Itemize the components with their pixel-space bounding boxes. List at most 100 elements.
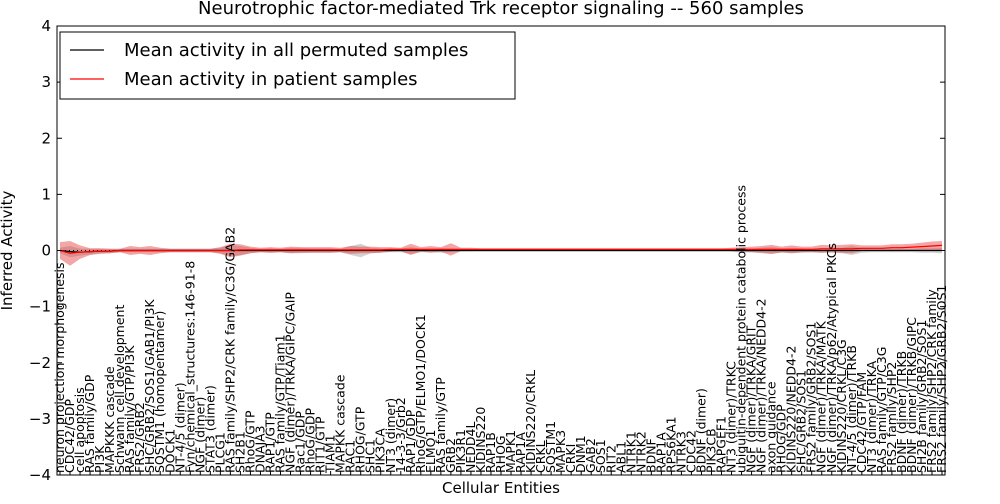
x-category-label: GRB2 [443,438,458,473]
x-category-label: CRKI [563,444,578,473]
x-category-label: DOCK1 [162,429,177,473]
x-category-label: SH2B family/GRB2/SOS1 [914,320,929,473]
x-category-label: neuron projection morphogenesis [52,262,67,473]
y-tick-label: −1 [29,298,51,316]
y-tick-label: 0 [41,242,51,260]
x-category-label: RAS family/GDP [82,374,97,473]
x-category-label: PIK3CB [704,428,719,473]
x-category-label: RHOG [493,435,508,473]
x-category-label: RAS family/GTP [433,377,448,473]
x-category-label: NT-4/5 (dimer)/TRKB [844,345,859,473]
x-category-label: NGF (dimer)/TRKA/NEDD4-2 [754,298,769,473]
x-category-label: RAP1A [513,432,528,473]
x-category-label: SOS1 [593,439,608,473]
x-category-label: RAC1 [343,440,358,473]
x-category-label: PLCG1 [212,432,227,473]
x-category-label: FRS2 family/SHP2 [884,362,899,473]
x-category-label: SH2B1 [232,431,247,473]
x-category-label: NGF (dimer)/TRKA/p62/Atypical PKCs [824,243,839,473]
legend-entry-0: Mean activity in all permuted samples [124,40,468,61]
x-category-label: NT-4/5 (dimer) [172,382,187,473]
x-category-label: PI3K [92,445,107,473]
x-category-label: RhoG/GTP [242,410,257,473]
x-category-label: CDC42/GTP/FAM [854,372,869,473]
x-category-label: NGF (dimer)/TRKA/MATK [814,320,829,473]
x-category-label: Rac1/GDP [293,411,308,473]
x-category-label: 14-3-3/Grb2 [393,397,408,473]
x-category-label: RIT2 [603,445,618,473]
x-category-label: DNAJA3 [253,426,268,474]
x-category-label: BDNF (dimer)/TRKB [894,351,909,473]
series-band-1 [60,241,942,266]
series-line-1 [59,244,943,254]
y-axis-label: Inferred Activity [0,190,16,310]
x-category-label: NTRK3 [673,431,688,473]
x-category-label: PIK3R1 [453,429,468,473]
x-category-label: SQSTM1 [543,421,558,473]
x-category-label: RhoG/GDP [303,408,318,473]
x-category-label: RAPGEF1 [714,416,729,473]
chart-title: Neurotrophic factor-mediated Trk recepto… [198,0,804,19]
x-category-label: NT3 (dimer)/TRKC [724,361,739,473]
x-category-label: RAS family/SHP2/CRK family/C3G/GAB2 [222,227,237,473]
x-category-label: RAS family/GTP/C3G [874,347,889,473]
x-category-label: NGF (dimer) [192,397,207,473]
x-category-label: KIDINS220/CRKL [523,370,538,473]
x-category-label: ABL1 [613,441,628,473]
x-category-label: MAPKK cascade [333,374,348,473]
y-tick-label: −3 [29,410,51,428]
x-category-label: CDC42/GDP [62,398,77,473]
x-category-label: KIDINS220/NEDD4-2 [784,346,799,473]
x-category-label: SQSTM1 (homopentamer) [152,311,167,473]
x-category-label: NEDD4L [463,422,478,473]
x-category-label: RPS6KA1 [663,416,678,473]
x-category-label: Fyn/chemical_structures:146-91-8 [182,261,197,473]
y-tick-label: 4 [41,17,51,35]
y-tick-label: 2 [41,129,51,147]
x-category-label: NT3 (dimer)/TRKA [864,360,879,473]
x-category-label: RHOG/GDP [774,404,789,473]
x-category-label: axon guidance [764,381,779,473]
x-category-label: KIDINS220/CRKL/C3G [834,339,849,473]
x-category-label: ubiquitin-dependent protein catabolic pr… [734,185,749,473]
x-category-label: NGF (dimer)/TRKA/GIPC/GAIP [283,292,298,473]
x-category-label: SHC/GRB2/SOS1 [794,370,809,473]
x-category-label: RAS family/GTP/PI3K [122,345,137,473]
x-category-label: RAP1B [483,432,498,473]
x-category-label: Schwann cell development [112,305,127,473]
x-category-label: FRS2 family/SHP2/CRK family [924,289,939,473]
legend-box [59,31,516,100]
x-category-label: cell apoptosis [72,387,87,473]
x-category-label: MAPKKK cascade [102,366,117,473]
x-category-label: FRS2/GRB2 [132,402,147,473]
y-tick-label: −2 [29,354,51,372]
x-category-label: FRS2 family/SHP2/GRB2/SOS1 [934,285,949,473]
x-category-label: BDNF (dimer)/TRKB/GIPC [904,317,919,473]
x-category-label: RhoG/GTP/ELMO1/DOCK1 [413,314,428,473]
x-category-label: NTRK1 [623,431,638,473]
x-category-label: CDC42 [683,430,698,473]
x-category-label: DNM1 [573,435,588,473]
x-category-label: RAP1/GTP [263,412,278,473]
legend-entry-1: Mean activity in patient samples [124,69,418,90]
x-category-label: ELMO1 [423,430,438,473]
x-category-label: MAPK3 [553,430,568,473]
y-tick-label: 3 [41,73,51,91]
x-category-label: TIAM1 [323,434,338,474]
x-category-label: RAS family/GTP/Tiam1 [273,334,288,473]
x-category-label: BDNF (dimer) [694,388,709,473]
x-category-label: KIDINS220 [473,407,488,473]
y-tick-label: 1 [41,185,51,203]
x-category-label: MAPK1 [503,430,518,473]
x-category-label: PIK3CA [373,428,388,473]
x-category-label: RAP1/GDP [403,409,418,473]
x-category-label: RIT1/GTP [313,416,328,473]
x-category-label: NGF (dimer)/TRKA/GRIT [744,325,759,473]
x-category-label: RHOG/GTP [353,406,368,473]
x-category-label: GAB2 [583,438,598,473]
x-axis-label: Cellular Entities [442,479,560,497]
x-category-label: STAT3 (dimer) [202,385,217,473]
x-category-label: CRKL [533,440,548,473]
